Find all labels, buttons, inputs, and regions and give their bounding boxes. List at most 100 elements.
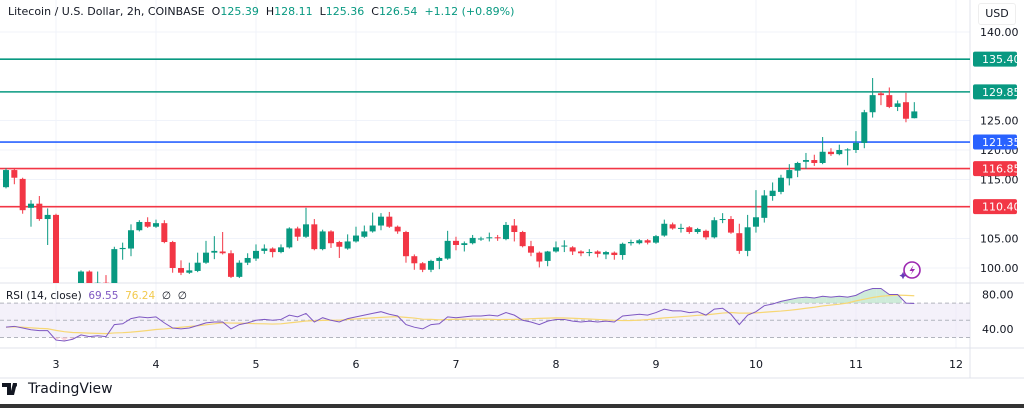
time-tick-label: 6 [353, 358, 360, 371]
candle-down [611, 252, 618, 256]
price-tick-label: 105.00 [980, 233, 1019, 246]
candle-up [436, 257, 443, 261]
candle-down [536, 252, 543, 262]
rsi-overbought-fill [843, 296, 852, 304]
symbol-legend[interactable]: Litecoin / U.S. Dollar, 2h, COINBASE O12… [8, 5, 514, 18]
time-tick-label: 8 [553, 358, 560, 371]
tradingview-logo[interactable]: TradingView [2, 381, 113, 397]
candle-up [661, 223, 668, 236]
rsi-overbought-fill [826, 296, 836, 304]
open-value: 125.39 [220, 5, 259, 18]
candle-up [819, 151, 826, 163]
candle-up [352, 235, 359, 242]
candle-up [111, 249, 118, 283]
level-price-badge [973, 134, 1017, 150]
candle-up [94, 282, 101, 283]
grid [0, 0, 1024, 379]
candle-down [311, 224, 318, 250]
candle-up [119, 247, 126, 250]
level-price-label: 135.40 [982, 53, 1021, 66]
candle-up [127, 230, 134, 249]
time-axis[interactable]: 3 4 5 6 7 8 9 10 11 12 [53, 358, 964, 371]
candle-up [744, 227, 751, 251]
horizontal-levels[interactable] [0, 58, 970, 208]
candle-up [586, 252, 593, 254]
candle-down [177, 268, 184, 273]
rsi-overbought-fill [835, 296, 844, 304]
price-tick-label: 115.00 [980, 174, 1019, 187]
rsi-pane[interactable] [0, 287, 970, 342]
rsi-overbought-fill [785, 298, 794, 304]
candle-up [769, 190, 776, 197]
rsi-tick-label: 40.00 [982, 323, 1014, 336]
time-tick-label: 7 [453, 358, 460, 371]
rsi-line [5, 287, 915, 342]
close-value: 126.54 [378, 5, 418, 18]
candle-up [894, 103, 901, 107]
time-tick-label: 10 [749, 358, 763, 371]
candle-up [636, 240, 643, 244]
level-price-badge [973, 51, 1017, 67]
candle-up [869, 95, 876, 113]
time-tick-label: 5 [253, 358, 260, 371]
rsi-label: RSI (14, close) [6, 290, 82, 302]
level-price-label: 110.40 [982, 201, 1021, 214]
rsi-overbought-fill [885, 291, 894, 304]
candle-up [186, 270, 193, 273]
tradingview-logo-icon [2, 383, 19, 395]
rsi-overbought-fill [810, 297, 819, 304]
rsi-oversold-fill [60, 337, 69, 341]
candle-down [219, 251, 226, 254]
candle-up [369, 225, 376, 232]
candle-up [502, 224, 509, 240]
candle-up [377, 216, 384, 226]
candle-up [27, 203, 34, 208]
price-axis[interactable]: 140.00125.00120.00115.00105.00100.00135.… [973, 26, 1021, 336]
candle-down [52, 214, 59, 283]
candle-group [3, 78, 918, 283]
rsi-ma-value: 76.24 [125, 290, 156, 302]
time-tick-label: 3 [53, 358, 60, 371]
bottom-border [0, 404, 1024, 408]
candle-down [327, 231, 334, 244]
candle-down [736, 233, 743, 251]
candle-down [144, 221, 151, 227]
rsi-ma-line [5, 294, 915, 335]
lightning-sparkle-icon[interactable] [899, 261, 921, 280]
candle-up [302, 224, 309, 237]
candle-down [419, 263, 426, 270]
time-tick-label: 12 [949, 358, 963, 371]
level-price-label: 121.35 [982, 136, 1021, 149]
rsi-overbought-fill [860, 289, 869, 304]
candle-up [136, 221, 143, 231]
candle-down [11, 170, 18, 178]
candle-up [3, 170, 9, 188]
candle-down [19, 178, 26, 211]
candle-down [402, 232, 409, 257]
candle-up [461, 243, 468, 245]
currency-button[interactable]: USD [978, 3, 1016, 25]
candle-down [594, 251, 601, 254]
rsi-extra-2: ∅ [177, 290, 187, 302]
candle-up [544, 251, 551, 261]
candle-up [319, 231, 326, 250]
candle-up [711, 220, 718, 238]
symbol-title: Litecoin / U.S. Dollar, 2h, COINBASE [8, 5, 205, 18]
candle-up [752, 217, 759, 227]
price-tick-label: 100.00 [980, 262, 1019, 275]
candle-up [694, 229, 701, 233]
candle-up [244, 257, 251, 263]
candle-up [794, 162, 801, 171]
candle-up [152, 223, 159, 227]
price-tick-label: 140.00 [980, 26, 1019, 39]
level-price-badge [973, 84, 1017, 100]
candle-up [477, 238, 484, 240]
candle-up [252, 250, 259, 259]
low-value: 125.36 [325, 5, 365, 18]
rsi-legend[interactable]: RSI (14, close) 69.55 76.24 ∅ ∅ [6, 290, 187, 302]
candle-down [669, 224, 676, 229]
candle-up [361, 231, 368, 237]
candle-up [277, 247, 284, 253]
candle-down [569, 247, 576, 252]
